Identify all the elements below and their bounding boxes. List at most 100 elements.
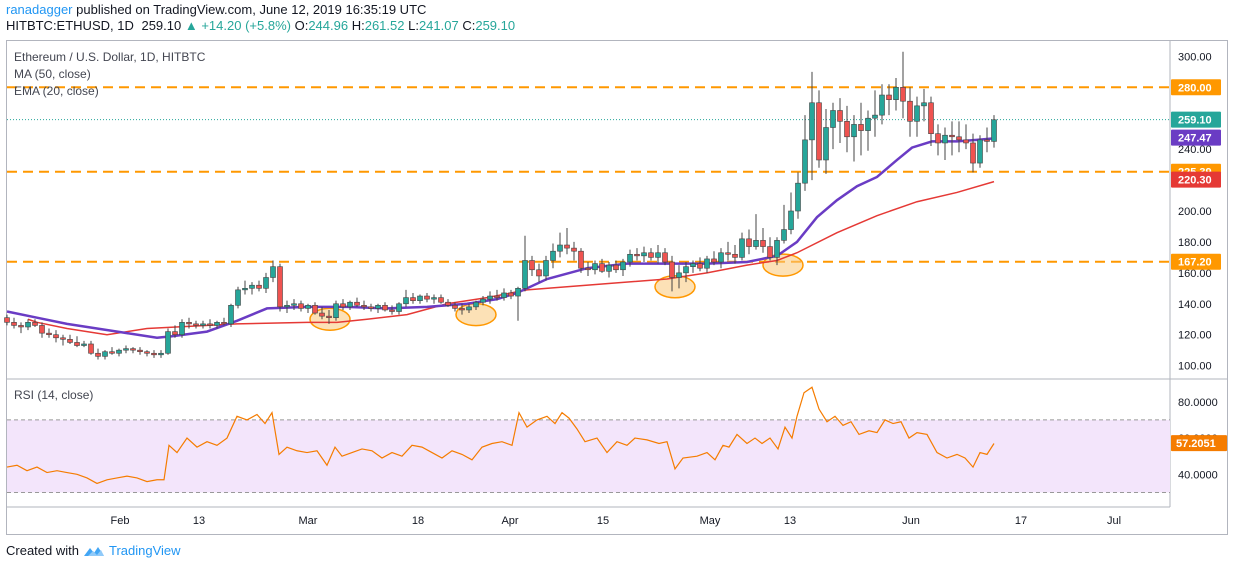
candle-body <box>116 349 122 354</box>
candle-body <box>508 292 514 297</box>
candle-body <box>837 110 843 122</box>
candle-body <box>249 284 255 289</box>
candle-body <box>760 240 766 247</box>
candle-body <box>746 238 752 247</box>
candle-body <box>67 339 73 343</box>
candle-body <box>907 100 913 122</box>
price-tick-label: 180.00 <box>1178 237 1212 249</box>
candle-body <box>900 86 906 102</box>
low-label: L: <box>408 18 419 33</box>
candle-body <box>781 229 787 241</box>
candle-body <box>11 322 17 326</box>
candle-body <box>312 305 318 314</box>
time-tick-label: 15 <box>597 515 609 527</box>
price-tick-label: 300.00 <box>1178 51 1212 63</box>
candle-body <box>683 266 689 274</box>
chart-title: Ethereum / U.S. Dollar, 1D, HITBTC <box>14 50 206 64</box>
time-tick-label: May <box>700 515 721 527</box>
candle-body <box>795 182 801 212</box>
candle-body <box>984 139 990 142</box>
candle-body <box>963 139 969 144</box>
candle-body <box>361 305 367 308</box>
candle-body <box>634 253 640 257</box>
candle-body <box>291 303 297 306</box>
candle-body <box>340 303 346 308</box>
candle-body <box>270 266 276 278</box>
candle-body <box>214 322 220 326</box>
candle-body <box>382 305 388 311</box>
candle-body <box>564 244 570 249</box>
price-tick-label: 140.00 <box>1178 299 1212 311</box>
candle-body <box>375 305 381 309</box>
candle-body <box>823 127 829 161</box>
candle-body <box>459 308 465 311</box>
candle-body <box>396 303 402 312</box>
time-tick-label: Feb <box>111 515 130 527</box>
candle-body <box>620 261 626 271</box>
candle-body <box>522 260 528 289</box>
price-tick-label: 100.00 <box>1178 361 1212 373</box>
candle-body <box>263 277 269 289</box>
tradingview-link[interactable]: TradingView <box>108 543 181 558</box>
candle-body <box>480 298 486 303</box>
candle-body <box>235 289 241 306</box>
candle-body <box>494 295 500 298</box>
candle-body <box>956 136 962 141</box>
time-tick-label: Jun <box>902 515 920 527</box>
candle-body <box>970 142 976 164</box>
candle-body <box>165 331 171 354</box>
candle-body <box>676 272 682 278</box>
candle-body <box>774 240 780 258</box>
rsi-line <box>6 386 995 485</box>
candle-body <box>207 323 213 326</box>
candle-body <box>578 250 584 269</box>
price-change: ▲ +14.20 (+5.8%) <box>184 18 291 33</box>
candle-body <box>221 322 227 325</box>
candle-body <box>669 261 675 278</box>
candle-body <box>886 94 892 100</box>
candle-body <box>732 253 738 258</box>
candle-body <box>662 252 668 263</box>
ema-20-line <box>6 137 995 340</box>
candle-body <box>543 260 549 277</box>
candle-body <box>200 323 206 326</box>
candle-body <box>389 309 395 312</box>
chart-frame <box>6 40 1228 535</box>
rsi-band <box>7 419 1170 493</box>
candle-body <box>690 263 696 267</box>
candle-body <box>641 252 647 257</box>
candle-body <box>277 266 283 308</box>
rsi-legend: RSI (14, close) <box>14 388 93 402</box>
candle-body <box>627 253 633 263</box>
candle-body <box>858 124 864 131</box>
candle-body <box>228 305 234 325</box>
candle-body <box>816 102 822 161</box>
candle-body <box>284 305 290 308</box>
candle-body <box>935 133 941 144</box>
candle-body <box>704 258 710 269</box>
ma-legend: MA (50, close) <box>14 67 91 81</box>
price-axis-tag <box>1171 79 1221 96</box>
candle-body <box>410 297 416 301</box>
candle-body <box>466 306 472 311</box>
candle-body <box>445 301 451 306</box>
time-tick-label: Apr <box>501 515 518 527</box>
candle-body <box>354 301 360 306</box>
candle-body <box>739 238 745 258</box>
annotation-ellipse <box>654 275 696 299</box>
candle-body <box>711 258 717 263</box>
symbol-line: HITBTC:ETHUSD, 1D 259.10 ▲ +14.20 (+5.8%… <box>6 18 515 33</box>
price-axis-tag-label: 280.00 <box>1178 82 1212 94</box>
candle-body <box>830 110 836 128</box>
price-axis-tag <box>1171 253 1221 270</box>
price-tick-label: 240.00 <box>1178 144 1212 156</box>
high-label: H: <box>351 18 365 33</box>
price-axis-tag-label: 167.20 <box>1178 257 1212 269</box>
author-link[interactable]: ranadagger <box>6 2 73 17</box>
candle-body <box>123 348 129 351</box>
candle-body <box>172 331 178 336</box>
price-axis-tag <box>1171 111 1221 128</box>
candle-body <box>592 263 598 271</box>
candle-body <box>18 325 24 328</box>
